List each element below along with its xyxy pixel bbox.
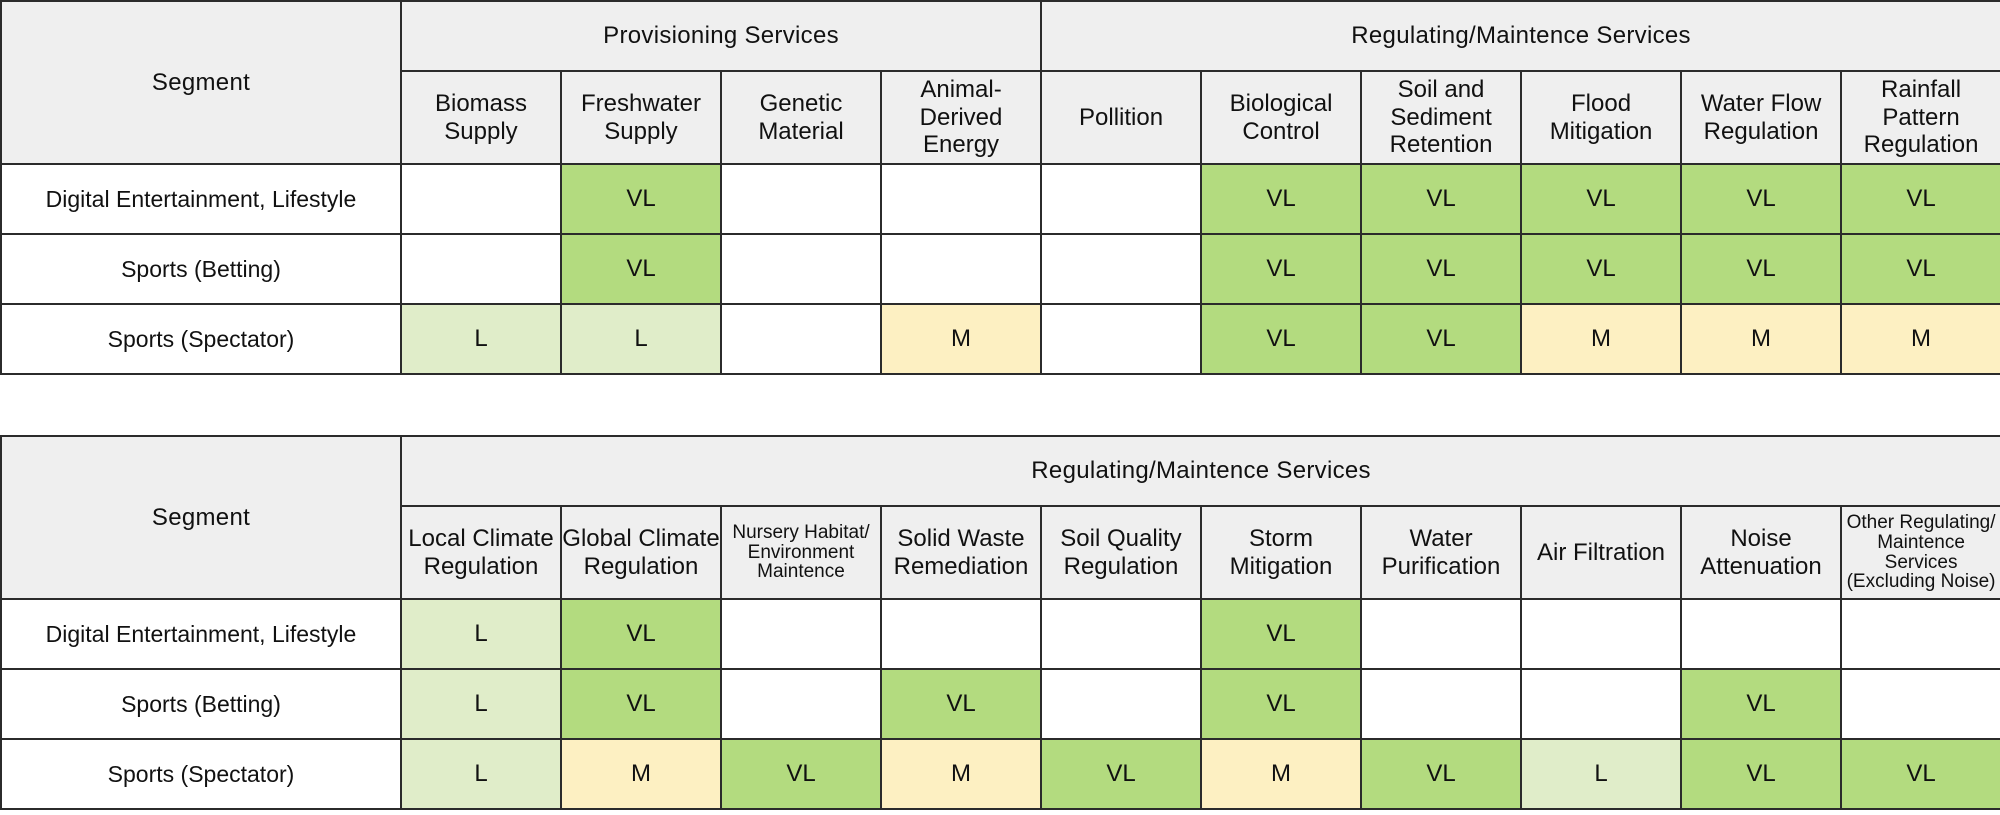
rating-cell: VL (1680, 738, 1842, 810)
table-row: Sports (Betting) L VL VL VL VL (0, 668, 2000, 740)
group-header-regulating: Regulating/Maintence Services (399, 435, 2000, 507)
rating-cell: VL (1360, 163, 1523, 235)
rating-cell (1360, 668, 1522, 740)
rating-cell: L (400, 738, 562, 810)
rating-cell: VL (560, 233, 722, 305)
column-header: Flood Mitigation (1520, 70, 1683, 165)
rating-cell: VL (1360, 303, 1523, 375)
column-header: Freshwater Supply (560, 70, 722, 165)
rating-cell: M (1840, 303, 2000, 375)
column-header: Soil Quality Regulation (1040, 505, 1202, 600)
rating-cell (1040, 668, 1202, 740)
rating-cell: VL (560, 598, 722, 670)
rating-cell: L (560, 303, 722, 375)
rating-cell (1520, 668, 1682, 740)
column-header: Water Flow Regulation (1680, 70, 1843, 165)
rating-cell (720, 668, 882, 740)
rating-cell: L (400, 668, 562, 740)
segment-name: Digital Entertainment, Lifestyle (0, 163, 402, 235)
rating-cell: VL (1200, 668, 1362, 740)
rating-cell: VL (1360, 738, 1522, 810)
rating-cell (720, 303, 882, 375)
rating-cell: VL (720, 738, 882, 810)
rating-cell: VL (1840, 163, 2000, 235)
rating-cell: M (879, 303, 1043, 375)
column-header: Local Climate Regulation (400, 505, 562, 600)
column-header: Rainfall Pattern Regulation (1840, 70, 2000, 165)
segment-name: Digital Entertainment, Lifestyle (0, 598, 402, 670)
rating-cell (879, 233, 1043, 305)
rating-cell (720, 233, 882, 305)
table-row: Sports (Spectator) L L M VL VL M M M (0, 303, 2000, 375)
rating-cell: VL (1040, 738, 1202, 810)
group-header-provisioning: Provisioning Services (399, 0, 1043, 72)
segment-name: Sports (Betting) (0, 668, 402, 740)
column-header: Solid Waste Remediation (880, 505, 1042, 600)
column-header: Pollition (1040, 70, 1203, 165)
table-row: Sports (Betting) VL VL VL VL VL VL (0, 233, 2000, 305)
segment-name: Sports (Spectator) (0, 738, 402, 810)
column-header: Storm Mitigation (1200, 505, 1362, 600)
rating-cell (1040, 598, 1202, 670)
rating-cell: VL (1840, 233, 2000, 305)
column-header: Genetic Material (720, 70, 882, 165)
rating-cell (1839, 668, 2000, 740)
column-header: Air Filtration (1520, 505, 1682, 600)
materiality-table-regulating: Segment Regulating/Maintence Services Lo… (0, 435, 2000, 810)
rating-cell: M (560, 738, 722, 810)
segment-name: Sports (Betting) (0, 233, 402, 305)
rating-cell (879, 163, 1043, 235)
rating-cell: VL (880, 668, 1042, 740)
rating-cell: VL (1200, 598, 1362, 670)
column-header: Global Climate Regulation (560, 505, 722, 600)
column-header: Water Purification (1360, 505, 1522, 600)
rating-cell: VL (1200, 233, 1363, 305)
column-header: Animal-Derived Energy (879, 70, 1043, 165)
rating-cell (400, 163, 562, 235)
rating-cell (1360, 598, 1522, 670)
rating-cell: VL (1360, 233, 1523, 305)
table-row: Digital Entertainment, Lifestyle L VL VL (0, 598, 2000, 670)
rating-cell: VL (560, 668, 722, 740)
rating-cell: L (400, 598, 562, 670)
column-header: Biomass Supply (400, 70, 562, 165)
rating-cell (1680, 598, 1842, 670)
rating-cell (1040, 163, 1203, 235)
group-header-regulating: Regulating/Maintence Services (1040, 0, 2000, 72)
rating-cell: VL (1200, 303, 1363, 375)
rating-cell: VL (1680, 233, 1843, 305)
column-header: Biological Control (1200, 70, 1363, 165)
rating-cell: VL (560, 163, 722, 235)
rating-cell (400, 233, 562, 305)
segment-header: Segment (0, 435, 402, 600)
rating-cell (1040, 233, 1203, 305)
rating-cell: M (880, 738, 1042, 810)
table-row: Digital Entertainment, Lifestyle VL VL V… (0, 163, 2000, 235)
materiality-table-provisioning-regulating: Segment Provisioning Services Regulating… (0, 0, 2000, 375)
rating-cell (1520, 598, 1682, 670)
rating-cell: L (1520, 738, 1682, 810)
rating-cell: VL (1200, 163, 1363, 235)
rating-cell (1040, 303, 1203, 375)
segment-header: Segment (0, 0, 402, 165)
table-row: Sports (Spectator) L M VL M VL M VL L VL… (0, 738, 2000, 810)
column-header: Nursery Habitat/ Environment Maintence (720, 505, 882, 600)
rating-cell (720, 163, 882, 235)
rating-cell: VL (1520, 163, 1683, 235)
rating-cell: L (400, 303, 562, 375)
rating-cell: M (1680, 303, 1843, 375)
rating-cell (1839, 598, 2000, 670)
rating-cell: M (1200, 738, 1362, 810)
rating-cell: VL (1520, 233, 1683, 305)
rating-cell: VL (1680, 163, 1843, 235)
rating-cell: M (1520, 303, 1683, 375)
rating-cell (720, 598, 882, 670)
rating-cell: VL (1680, 668, 1842, 740)
column-header: Other Regulating/ Maintence Services (Ex… (1839, 505, 2000, 600)
column-header: Soil and Sediment Retention (1360, 70, 1523, 165)
rating-cell: VL (1839, 738, 2000, 810)
column-header: Noise Attenuation (1680, 505, 1842, 600)
segment-name: Sports (Spectator) (0, 303, 402, 375)
rating-cell (880, 598, 1042, 670)
